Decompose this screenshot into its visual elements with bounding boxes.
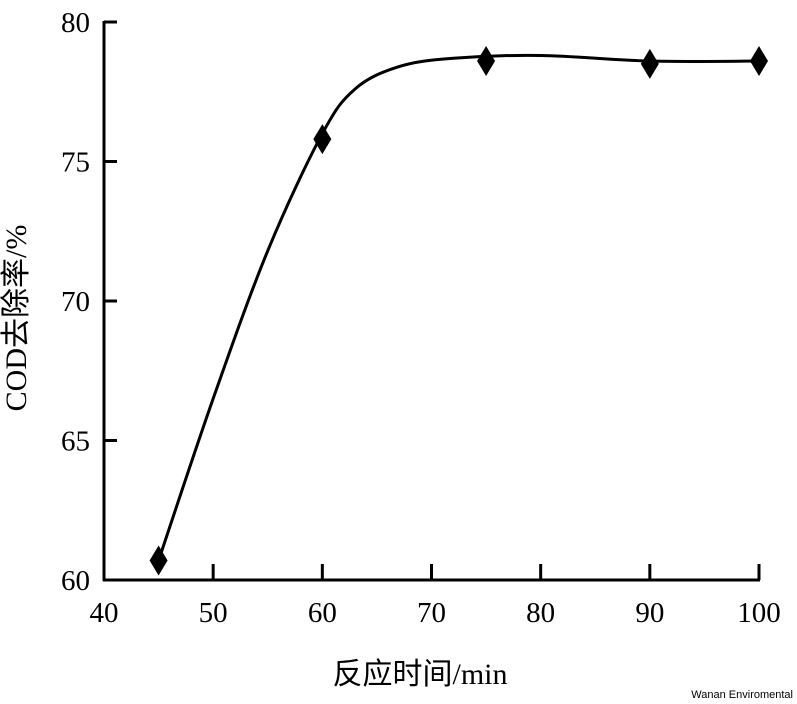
fitted-curve: [157, 53, 761, 562]
x-tick-label: 70: [417, 597, 446, 629]
data-point-marker: [640, 48, 659, 79]
y-tick-label: 70: [61, 286, 90, 318]
x-tick-label: 50: [199, 597, 228, 629]
x-tick-label: 40: [90, 597, 119, 629]
y-axis-title: COD去除率/%: [0, 225, 33, 412]
data-point-marker: [750, 46, 768, 77]
watermark: Wanan Enviromental: [691, 689, 793, 701]
y-axis-ticks: 60 65 70 75 80: [61, 7, 117, 597]
data-point-marker: [149, 545, 168, 576]
x-tick-label: 90: [635, 597, 664, 629]
y-tick-label: 65: [61, 426, 90, 458]
data-point-marker: [313, 124, 332, 155]
x-axis-title: 反应时间/min: [332, 658, 507, 691]
data-markers: [149, 46, 768, 576]
y-tick-label: 60: [61, 565, 90, 597]
y-tick-label: 80: [61, 7, 90, 39]
data-point-marker: [477, 46, 496, 77]
x-tick-label: 80: [526, 597, 555, 629]
x-axis-ticks: 40 50 60 70 80 90 100: [90, 564, 781, 629]
x-tick-label: 100: [737, 597, 781, 629]
y-tick-label: 75: [61, 147, 90, 179]
x-tick-label: 60: [308, 597, 337, 629]
